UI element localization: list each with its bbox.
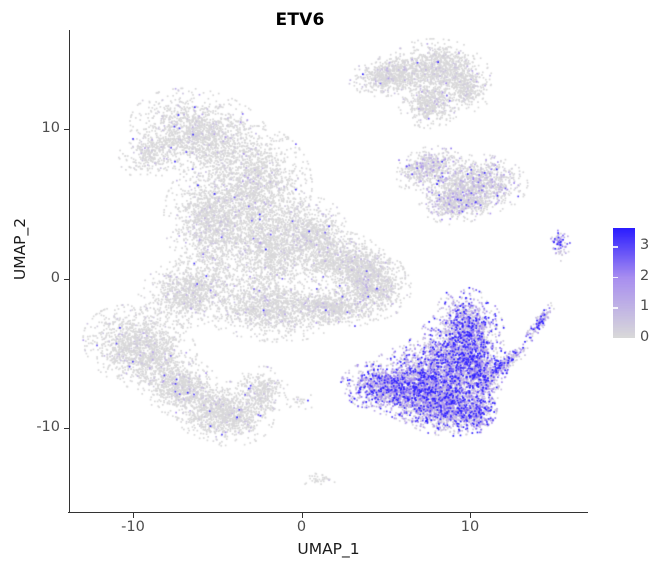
colorbar-tick-label: 0 (640, 329, 650, 345)
x-tick-label: 10 (460, 519, 480, 535)
colorbar-tick-mark (613, 246, 618, 248)
y-axis-title: UMAP_2 (11, 217, 29, 281)
plot-panel (69, 30, 588, 512)
colorbar-tick-label: 3 (640, 237, 650, 254)
x-tick-label: -10 (121, 519, 145, 535)
y-tick-label: -10 (36, 419, 60, 436)
x-axis-title: UMAP_1 (297, 540, 360, 558)
colorbar-gradient (613, 228, 635, 338)
colorbar-tick-label: 2 (640, 267, 650, 284)
x-tick-label: 0 (296, 519, 307, 535)
x-tick-mark (301, 513, 303, 518)
scatter-plot-canvas (69, 30, 588, 512)
color-legend: 3 2 1 0 (610, 222, 668, 348)
y-tick-mark (64, 128, 69, 130)
x-tick-mark (133, 513, 135, 518)
x-tick-mark (470, 513, 472, 518)
page-title: ETV6 (275, 10, 325, 30)
y-axis-line (69, 30, 71, 513)
y-tick-mark (64, 278, 69, 280)
y-tick-label: 0 (50, 269, 60, 286)
y-tick-label: 10 (41, 119, 60, 136)
x-axis-line (68, 511, 588, 513)
colorbar-tick-mark (613, 338, 618, 340)
y-tick-mark (64, 428, 69, 430)
colorbar-tick-label: 1 (640, 298, 650, 315)
colorbar-tick-mark (613, 307, 618, 309)
colorbar-tick-mark (613, 276, 618, 279)
